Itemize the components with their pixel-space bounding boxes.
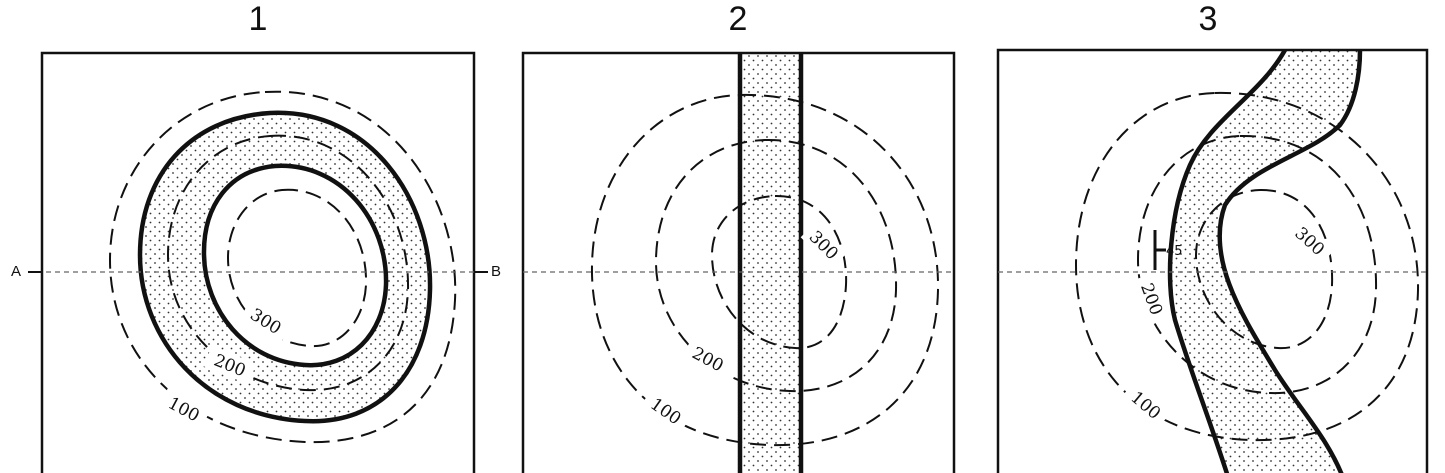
panel-2: 300 200 100 bbox=[523, 53, 954, 473]
dip-label: 45 bbox=[1166, 244, 1183, 259]
panel-3: 45 300 200 100 bbox=[998, 50, 1427, 473]
panel-1: 300 200 100 bbox=[28, 53, 488, 473]
stippled-vertical-layer bbox=[740, 53, 801, 473]
contour-label-200: 200 bbox=[1136, 281, 1166, 318]
